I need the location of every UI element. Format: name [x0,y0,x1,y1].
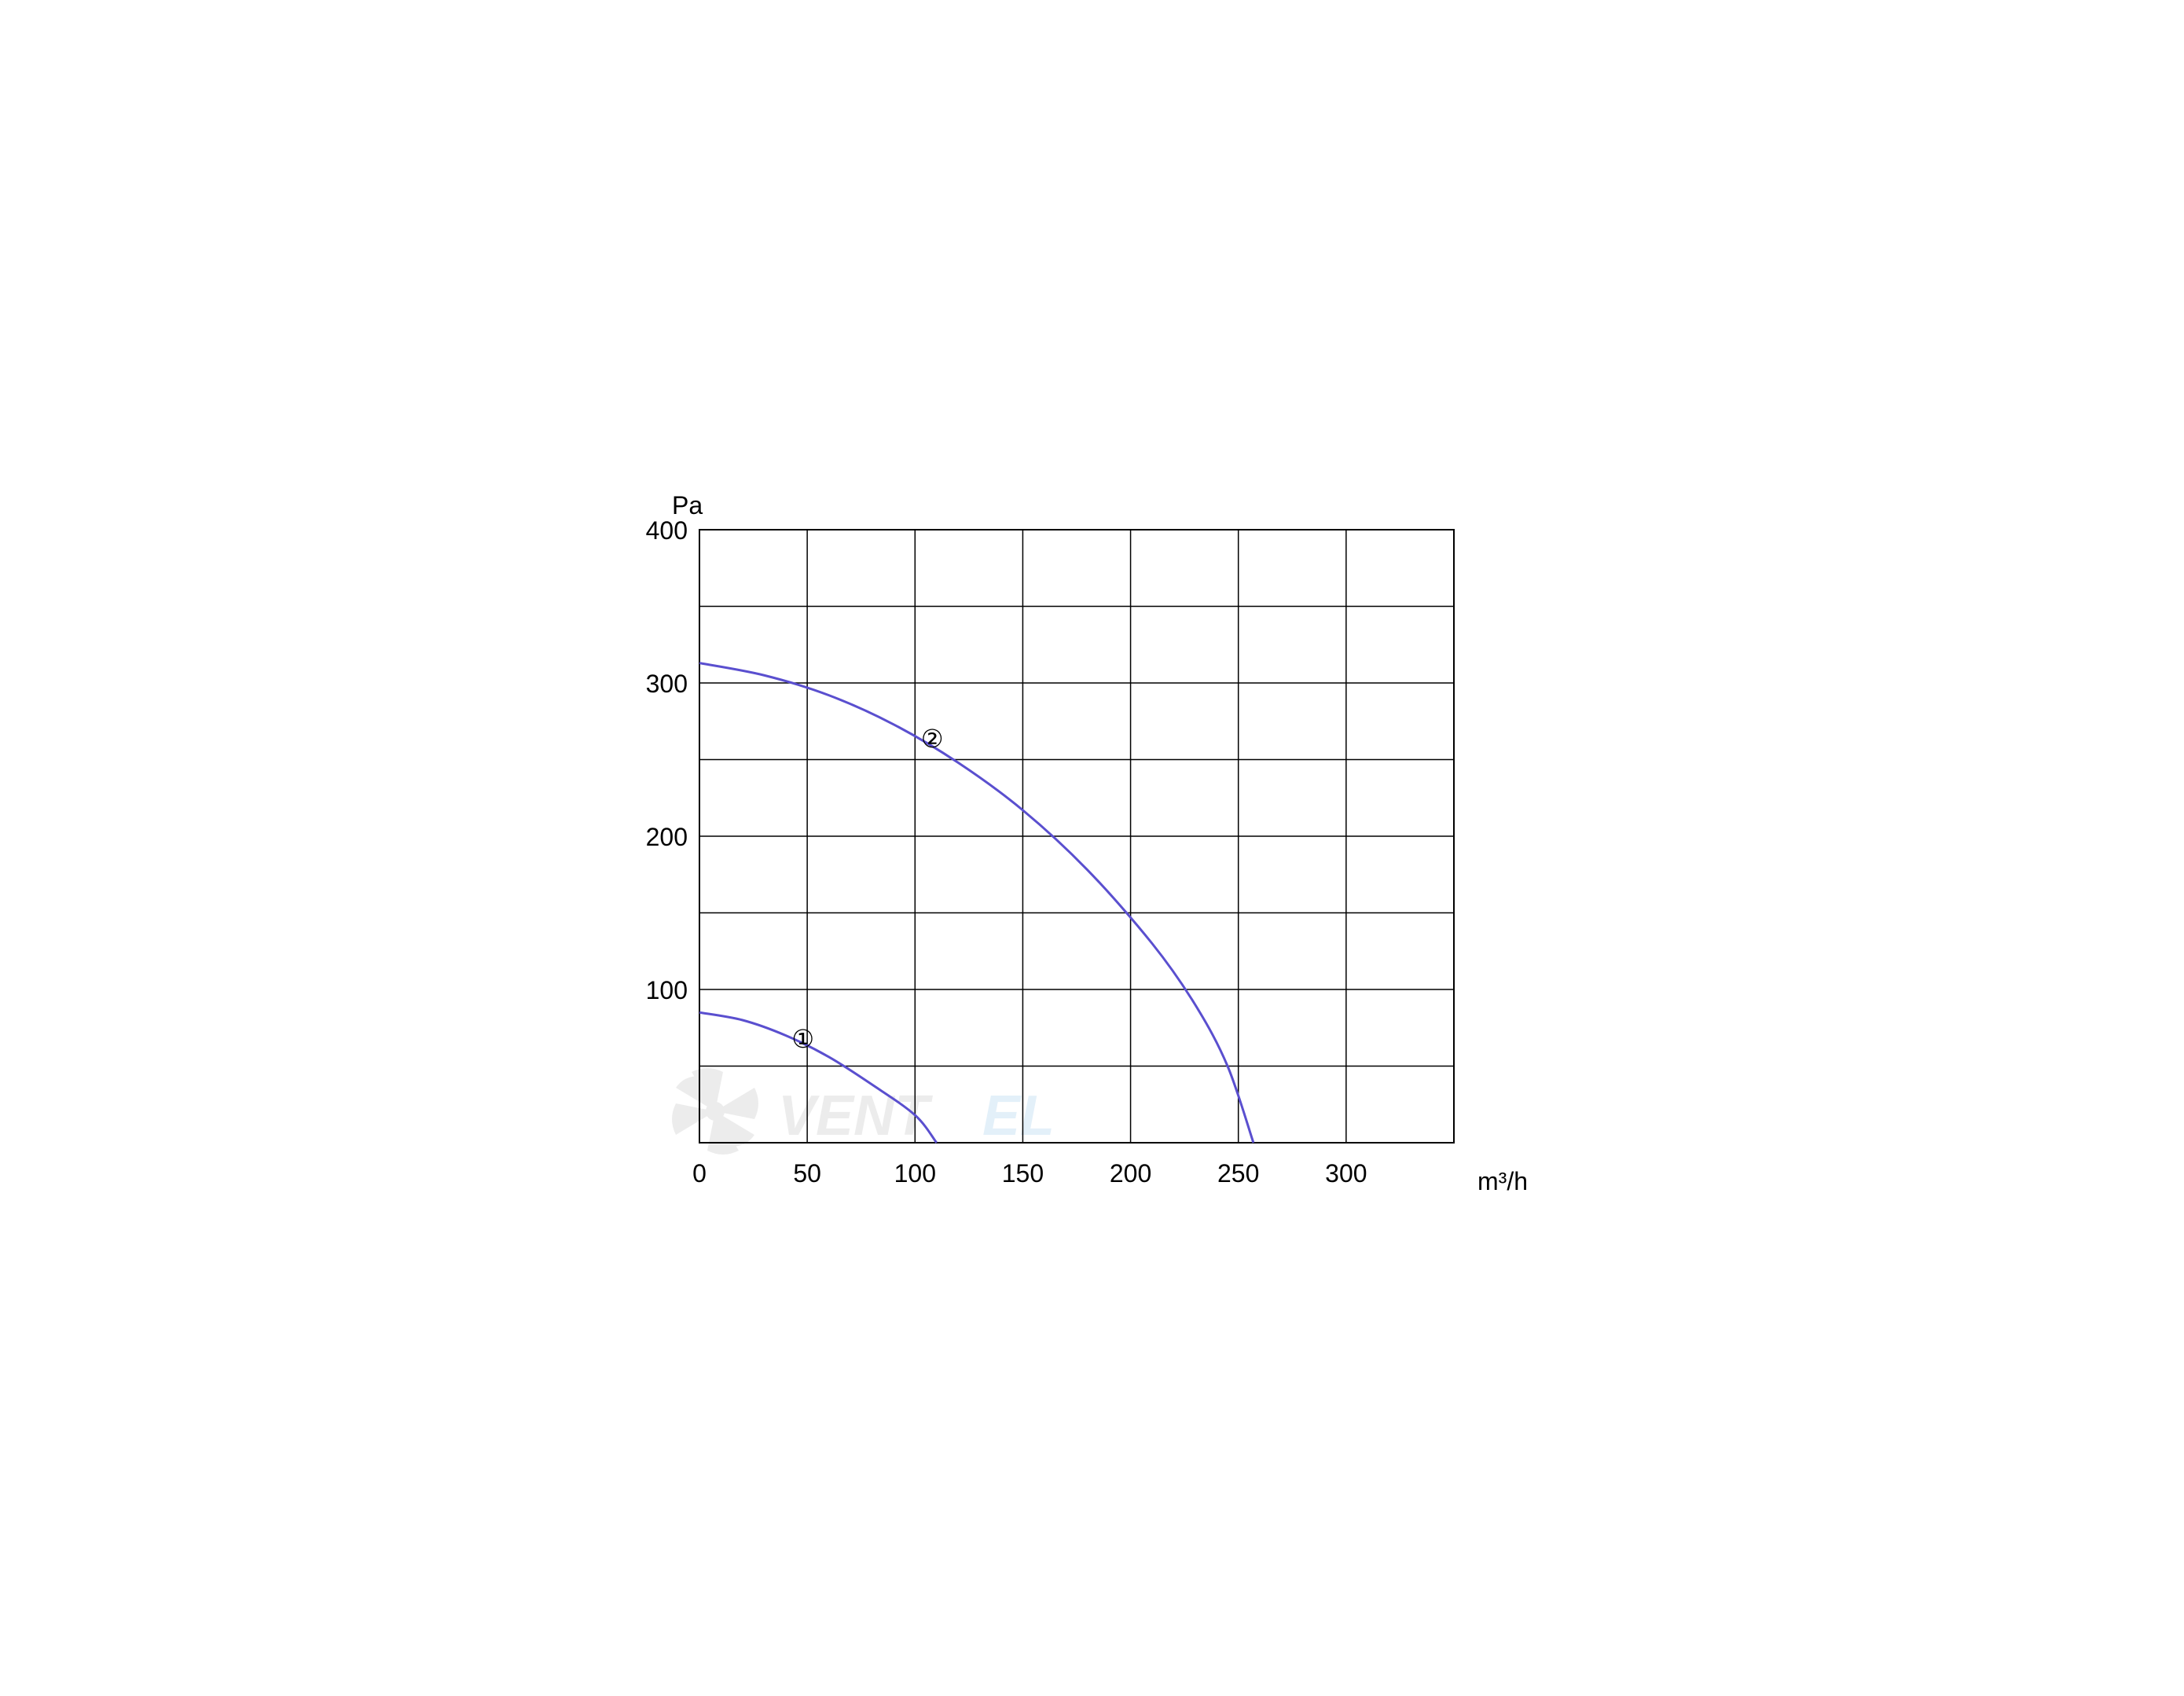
y-tick-300: 300 [645,670,687,698]
curve-label-1: ① [791,1025,814,1053]
watermark: VENT EL [672,1068,1055,1155]
y-tick-100: 100 [645,976,687,1004]
y-axis-label: Pa [672,491,703,519]
watermark-text-el: EL [982,1085,1055,1147]
chart-svg: VENT EL Pa m³/h [621,483,1564,1213]
x-tick-50: 50 [793,1159,821,1188]
curve-2 [699,663,1254,1143]
x-tick-200: 200 [1109,1159,1151,1188]
curve-label-2: ② [920,725,943,753]
y-tick-400: 400 [645,516,687,545]
x-tick-300: 300 [1325,1159,1367,1188]
x-tick-0: 0 [692,1159,707,1188]
y-axis-ticks: 400 300 200 100 [645,516,687,1004]
x-axis-label: m³/h [1477,1167,1528,1195]
x-tick-100: 100 [894,1159,935,1188]
watermark-text-vent: VENT [778,1085,934,1147]
y-tick-200: 200 [645,823,687,851]
x-tick-150: 150 [1001,1159,1043,1188]
chart-container: VENT EL Pa m³/h [621,483,1564,1213]
watermark-fan-icon [672,1068,758,1155]
x-tick-250: 250 [1217,1159,1259,1188]
x-axis-ticks: 0 50 100 150 200 250 300 [692,1159,1367,1188]
curves [699,663,1254,1143]
